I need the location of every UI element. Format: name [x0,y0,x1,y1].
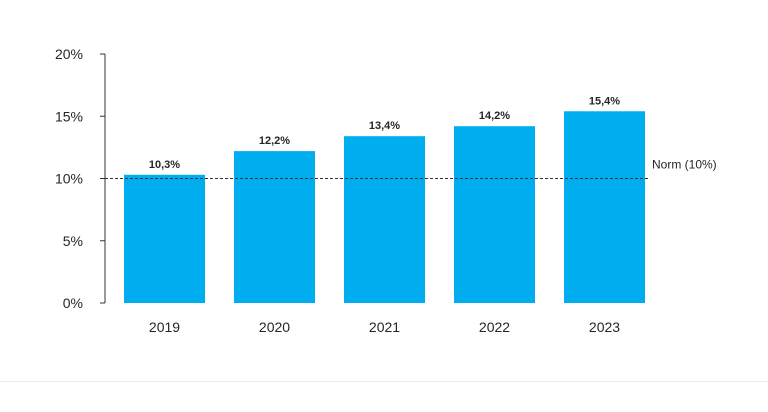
y-axis: 0% 5% 10% 15% 20% [55,46,106,311]
y-tick-label: 20% [55,46,83,62]
x-tick-label: 2022 [479,319,510,335]
bar-value-label: 12,2% [259,135,290,147]
bar-value-label: 10,3% [149,159,180,171]
norm-reference: Norm (10%) [105,158,717,179]
bar-value-label: 14,2% [479,110,510,122]
bar [564,111,645,304]
bar [124,174,205,303]
x-tick-label: 2023 [589,319,620,335]
y-tick-label: 10% [55,171,83,187]
x-tick-label: 2020 [259,319,290,335]
y-tick-label: 0% [63,295,83,311]
data-labels: 10,3% 12,2% 13,4% 14,2% 15,4% [149,95,620,170]
bar-value-label: 15,4% [589,95,620,107]
x-tick-label: 2019 [149,319,180,335]
norm-reference-label: Norm (10%) [652,158,717,172]
bar-value-label: 13,4% [369,120,400,132]
bottom-divider [0,381,768,382]
x-axis-labels: 2019 2020 2021 2022 2023 [149,319,620,335]
bar [454,126,535,304]
bar [344,136,425,303]
bars [124,111,645,304]
y-tick-label: 15% [55,108,83,124]
bar [234,151,315,303]
x-tick-label: 2021 [369,319,400,335]
y-tick-label: 5% [63,233,83,249]
bar-chart: 0%5%10%15%20% 10,3%12,2%13,4%14,2%15,4% … [55,46,717,335]
